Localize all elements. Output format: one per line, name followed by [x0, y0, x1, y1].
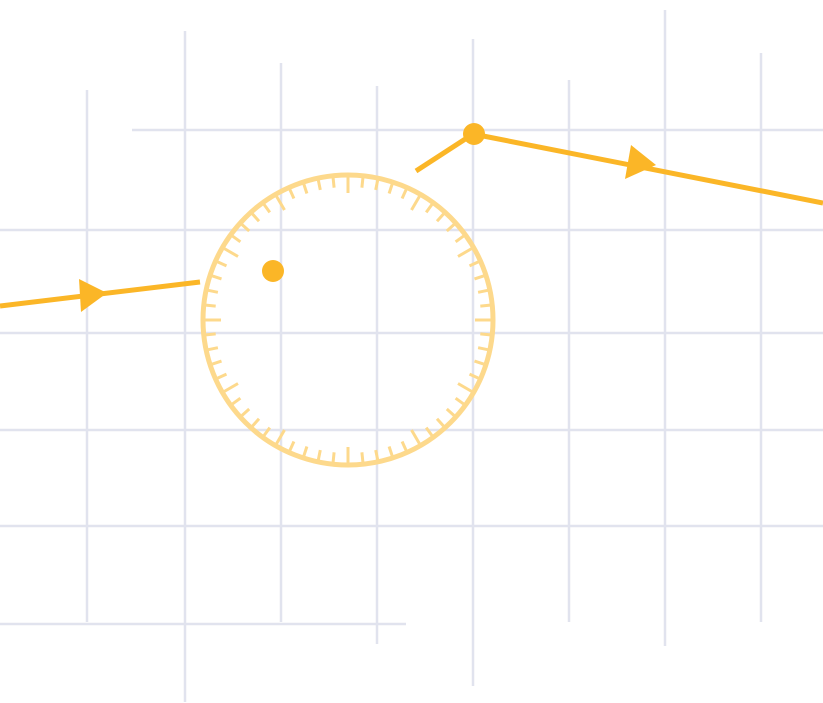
dial-tick: [400, 440, 408, 452]
dial-tick: [374, 179, 380, 191]
route-path: [0, 123, 823, 312]
background-grid: [0, 10, 823, 702]
dial-tick: [251, 417, 261, 428]
waypoint-dot-icon: [262, 260, 284, 282]
dial-tick: [288, 188, 296, 200]
dial-tick: [211, 359, 222, 366]
dial-tick: [216, 260, 228, 268]
tick-ring-icon: [200, 172, 496, 468]
dial-tick: [331, 177, 336, 188]
dial-tick: [374, 449, 380, 461]
dial-tick: [231, 396, 242, 406]
dial-tick: [410, 429, 421, 445]
dial-tick: [435, 212, 445, 223]
dial-tick: [275, 429, 286, 445]
dial-tick: [316, 449, 322, 461]
dial-tick: [207, 346, 219, 352]
dial-tick: [477, 288, 489, 294]
dial-tick: [410, 195, 421, 211]
dial-tick: [262, 203, 272, 214]
dial-tick: [480, 332, 491, 337]
dial-tick: [360, 177, 365, 188]
dial-tick: [231, 234, 242, 244]
dial-ticks: [205, 177, 491, 463]
dial-tick: [275, 195, 286, 211]
dial-tick: [468, 372, 480, 380]
dial-tick: [480, 303, 491, 308]
dial-tick: [468, 260, 480, 268]
dial-tick: [387, 446, 394, 457]
dial-tick: [387, 183, 394, 194]
route-segment-middle: [414, 131, 475, 174]
dial-tick: [302, 183, 309, 194]
dial-tick: [205, 332, 216, 337]
waypoint-dot-icon: [463, 123, 485, 145]
dial-tick: [360, 452, 365, 463]
dial-tick: [454, 396, 465, 406]
dial-tick: [400, 188, 408, 200]
dial-tick: [435, 417, 445, 428]
dial-tick: [316, 179, 322, 191]
dial-tick: [445, 223, 456, 233]
dial-tick: [331, 452, 336, 463]
dial-tick: [262, 426, 272, 437]
dial-tick: [477, 346, 489, 352]
dial-tick: [216, 372, 228, 380]
dial-tick: [445, 407, 456, 417]
dial-tick: [457, 247, 473, 258]
dial-ring: [200, 172, 496, 468]
dial-tick: [474, 274, 485, 281]
direction-arrow-icon: [625, 145, 656, 179]
dial-tick: [457, 382, 473, 393]
dial-tick: [251, 212, 261, 223]
dial-tick: [240, 223, 251, 233]
dial-tick: [302, 446, 309, 457]
dial-tick: [205, 303, 216, 308]
dial-tick: [424, 426, 434, 437]
dial-tick: [223, 247, 239, 258]
direction-arrow-icon: [79, 279, 107, 312]
dial-tick: [288, 440, 296, 452]
dial-tick: [211, 274, 222, 281]
dial-tick: [207, 288, 219, 294]
dial-tick: [223, 382, 239, 393]
dial-tick: [424, 203, 434, 214]
dial-tick: [474, 359, 485, 366]
dial-tick: [454, 234, 465, 244]
dial-tick: [240, 407, 251, 417]
